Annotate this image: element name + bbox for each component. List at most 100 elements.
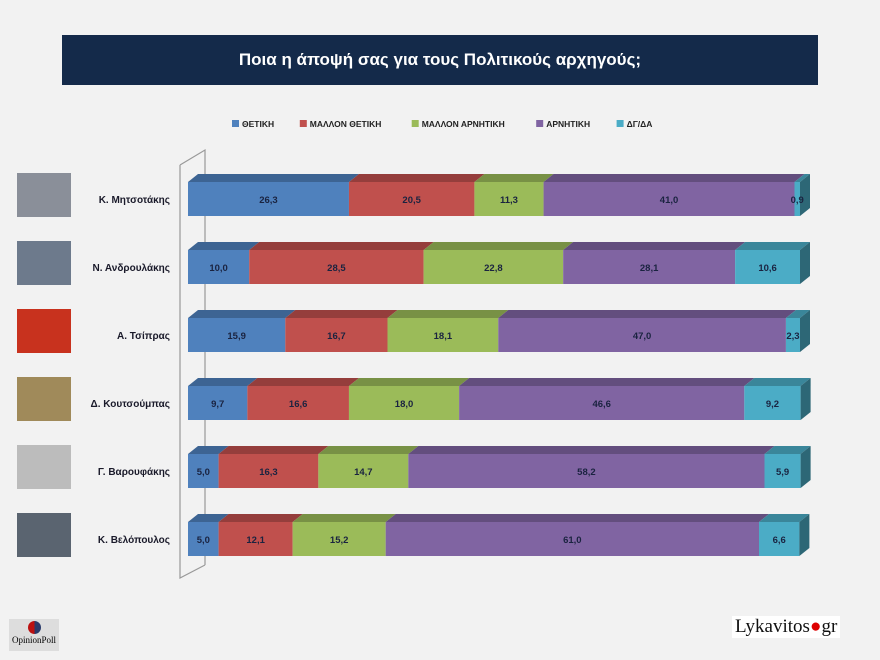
bar-segment	[794, 182, 800, 216]
data-label: 20,5	[402, 195, 421, 206]
data-label: 46,6	[592, 399, 611, 410]
bar-segment	[408, 454, 765, 488]
data-label: 5,0	[197, 467, 210, 478]
data-label: 10,6	[758, 263, 777, 274]
data-label: 26,3	[259, 195, 278, 206]
category-label: Ν. Ανδρουλάκης	[93, 263, 170, 274]
bar-segment	[348, 386, 460, 420]
bar-top	[247, 378, 359, 386]
bar-top	[285, 310, 398, 318]
bar-top	[318, 446, 419, 454]
bar-top	[188, 378, 258, 386]
bar-top	[188, 174, 359, 182]
bar-side	[800, 378, 811, 420]
data-label: 6,6	[773, 535, 786, 546]
bar-top	[474, 174, 554, 182]
bar-side	[800, 446, 811, 488]
bar-segment	[285, 318, 388, 352]
bar-top	[563, 242, 746, 250]
bar-top	[543, 174, 805, 182]
data-label: 16,3	[259, 467, 278, 478]
bar-top	[387, 310, 509, 318]
lykavitos-logo: Lykavitos●gr	[732, 616, 841, 638]
bar-top	[758, 514, 810, 522]
bar-segment	[188, 182, 349, 216]
leader-photo	[17, 445, 71, 489]
leader-photo	[17, 173, 71, 217]
bar-segment	[348, 182, 475, 216]
leader-photo	[17, 309, 71, 353]
bar-segment	[385, 522, 759, 556]
axis-wall	[179, 148, 206, 579]
bar-segment	[387, 318, 499, 352]
bar-segment	[758, 522, 800, 556]
data-label: 15,9	[227, 331, 246, 342]
data-label: 18,1	[434, 331, 453, 342]
legend-swatch	[616, 120, 624, 127]
data-label: 16,6	[289, 399, 308, 410]
data-label: 14,7	[354, 467, 373, 478]
bar-segment	[218, 454, 319, 488]
category-label: Κ. Βελόπουλος	[98, 535, 170, 546]
data-label: 11,3	[500, 195, 518, 206]
bar-segment	[423, 250, 564, 284]
data-label: 28,5	[327, 263, 346, 274]
bar-top	[218, 514, 303, 522]
category-label: Κ. Μητσοτάκης	[99, 195, 170, 206]
data-label: 15,2	[330, 535, 349, 546]
legend-label: ΘΕΤΙΚΗ	[242, 119, 274, 129]
data-label: 9,2	[766, 399, 779, 410]
bar-top	[218, 446, 329, 454]
bar-top	[188, 514, 229, 522]
data-label: 18,0	[395, 399, 414, 410]
data-label: 16,7	[327, 331, 346, 342]
bar-segment	[188, 250, 250, 284]
data-label: 0,9	[791, 195, 804, 206]
data-label: 47,0	[633, 331, 652, 342]
bar-top	[348, 378, 470, 386]
data-label: 9,7	[211, 399, 224, 410]
legend-label: ΑΡΝΗΤΙΚΗ	[546, 119, 590, 129]
bar-segment	[249, 250, 424, 284]
legend-swatch	[411, 120, 419, 127]
bar-segment	[188, 386, 248, 420]
data-label: 58,2	[577, 467, 596, 478]
bar-segment	[735, 250, 800, 284]
leader-photo	[17, 377, 71, 421]
bar-top	[794, 174, 810, 182]
bar-segment	[785, 318, 800, 352]
bar-segment	[459, 386, 745, 420]
category-label: Δ. Κουτσούμπας	[91, 399, 170, 410]
bar-segment	[218, 522, 293, 556]
data-label: 2,3	[786, 331, 799, 342]
bar-segment	[764, 454, 801, 488]
bar-segment	[498, 318, 786, 352]
bar-top	[188, 310, 296, 318]
category-label: Γ. Βαρουφάκης	[98, 467, 170, 478]
data-label: 5,9	[776, 467, 789, 478]
bar-side	[800, 174, 810, 216]
legend-swatch	[232, 120, 239, 127]
bar-side	[800, 310, 810, 352]
opinionpoll-logo: OpinionPoll	[9, 619, 59, 651]
bar-segment	[247, 386, 349, 420]
data-label: 5,0	[197, 535, 210, 546]
legend-swatch	[299, 120, 307, 127]
bar-segment	[744, 386, 801, 420]
bar-top	[408, 446, 775, 454]
bar-top	[188, 446, 229, 454]
bar-top	[188, 242, 260, 250]
bar-top	[385, 514, 769, 522]
chart-title: Ποια η άποψή σας για τους Πολιτικούς αρχ…	[62, 35, 818, 85]
data-label: 28,1	[640, 263, 659, 274]
bar-top	[785, 310, 810, 318]
bar-top	[292, 514, 396, 522]
leader-photo	[17, 241, 71, 285]
data-label: 10,0	[209, 263, 228, 274]
bar-side	[799, 514, 810, 556]
bar-top	[735, 242, 810, 250]
bar-top	[249, 242, 434, 250]
bar-segment	[188, 454, 219, 488]
leader-photo	[17, 513, 71, 557]
